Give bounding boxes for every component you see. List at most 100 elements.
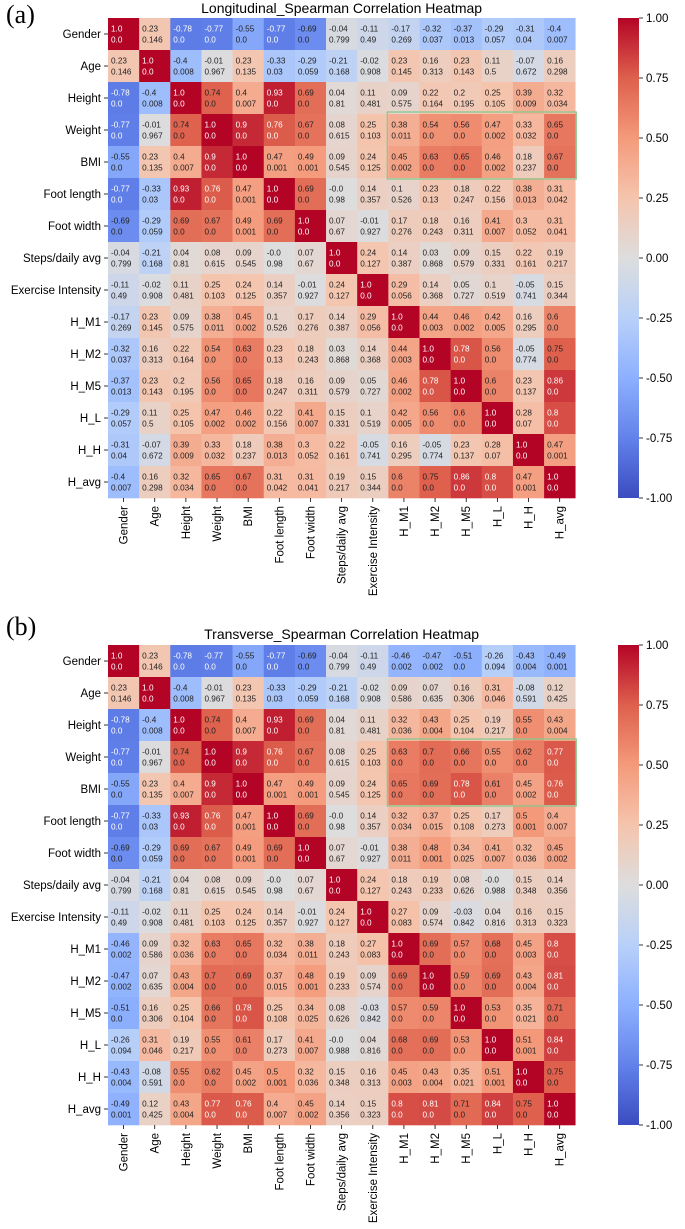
cell-rho-label: 1.0 xyxy=(142,56,154,65)
panel-longitudinal: (a) Longitudinal_Spearman Correlation He… xyxy=(0,0,685,610)
heatmap-cell xyxy=(170,741,202,774)
cell-rho-label: 0.29 xyxy=(360,312,376,321)
heatmap-cell xyxy=(326,178,358,211)
heatmap-cell xyxy=(481,1061,514,1094)
heatmap-cell xyxy=(201,869,233,902)
cell-rho-label: 0.56 xyxy=(485,344,501,353)
cell-p-label: 0.146 xyxy=(142,35,163,44)
cell-p-label: 0.67 xyxy=(298,259,314,268)
cell-p-label: 0.037 xyxy=(111,355,132,364)
heatmap-cell xyxy=(481,677,514,710)
cell-rho-label: 0.09 xyxy=(236,875,252,884)
heatmap-cell xyxy=(108,338,140,371)
heatmap-cell xyxy=(108,965,140,998)
cell-rho-label: 0.32 xyxy=(391,715,407,724)
cell-p-label: 0.015 xyxy=(267,982,288,991)
heatmap-cell xyxy=(139,837,171,870)
cell-rho-label: 0.17 xyxy=(298,312,314,321)
cell-rho-label: 0.09 xyxy=(173,312,189,321)
cell-rho-label: 0.75 xyxy=(423,472,439,481)
cell-p-label: 0.0 xyxy=(204,1046,216,1055)
cell-p-label: 0.083 xyxy=(391,918,412,927)
cell-rho-label: 0.38 xyxy=(516,184,532,193)
cell-rho-label: 0.6 xyxy=(485,376,497,385)
heatmap-cell xyxy=(512,274,545,307)
cell-rho-label: 0.78 xyxy=(454,344,470,353)
cell-p-label: 0.0 xyxy=(173,662,185,671)
cell-p-label: 0.0 xyxy=(111,99,123,108)
cell-p-label: 0.161 xyxy=(329,451,350,460)
heatmap-cell xyxy=(139,466,171,499)
cell-p-label: 0.168 xyxy=(329,67,350,76)
cell-p-label: 0.001 xyxy=(236,195,257,204)
cell-rho-label: -0.29 xyxy=(142,216,161,225)
cell-rho-label: 0.63 xyxy=(236,344,252,353)
heatmap-cell xyxy=(512,402,545,435)
cell-rho-label: 0.18 xyxy=(454,184,470,193)
cell-rho-label: 0.14 xyxy=(360,344,376,353)
heatmap-cell xyxy=(357,370,389,403)
cell-p-label: 0.0 xyxy=(298,726,310,735)
cell-p-label: 0.344 xyxy=(547,291,568,300)
cell-rho-label: 0.31 xyxy=(267,472,283,481)
cell-p-label: 0.108 xyxy=(454,822,475,831)
heatmap-cell xyxy=(512,677,545,710)
cell-p-label: 0.0 xyxy=(485,419,497,428)
cell-p-label: 0.481 xyxy=(173,918,194,927)
heatmap-cell xyxy=(544,306,576,339)
x-tick-label: H_M1 xyxy=(399,506,411,537)
cell-rho-label: -0.08 xyxy=(142,1067,161,1076)
cell-rho-label: -0.4 xyxy=(173,683,188,692)
cell-rho-label: 0.32 xyxy=(267,939,283,948)
heatmap-cell xyxy=(326,114,358,147)
cell-rho-label: -0.04 xyxy=(111,248,130,257)
cell-p-label: 0.0 xyxy=(204,790,216,799)
cell-p-label: 0.004 xyxy=(173,1110,194,1119)
cell-rho-label: 0.14 xyxy=(547,875,563,884)
cell-p-label: 0.052 xyxy=(298,451,319,460)
cell-rho-label: 0.8 xyxy=(485,472,497,481)
heatmap-cell xyxy=(170,178,202,211)
cell-p-label: 0.002 xyxy=(485,163,506,172)
cell-rho-label: -0.78 xyxy=(111,88,130,97)
cell-p-label: 0.331 xyxy=(329,419,350,428)
cell-rho-label: 0.76 xyxy=(236,1099,252,1108)
cell-rho-label: 0.23 xyxy=(142,376,158,385)
heatmap-cell xyxy=(108,178,140,211)
cell-p-label: 0.5 xyxy=(142,419,154,428)
cell-rho-label: 0.56 xyxy=(204,376,220,385)
heatmap-cells: 1.0 0.0 0.23 0.146 -0.78 0.0 -0.77 0.0 -0.55 0.0 -… xyxy=(108,18,576,499)
cell-rho-label: 0.22 xyxy=(423,88,439,97)
cell-p-label: 0.007 xyxy=(485,227,506,236)
heatmap-cell xyxy=(201,773,233,806)
cell-rho-label: 0.25 xyxy=(173,408,189,417)
cell-rho-label: 0.81 xyxy=(547,971,563,980)
cell-rho-label: 0.25 xyxy=(454,811,470,820)
cell-p-label: 0.0 xyxy=(547,131,559,140)
cell-p-label: 0.002 xyxy=(423,662,444,671)
cell-p-label: 0.67 xyxy=(298,886,314,895)
heatmap-cell xyxy=(388,869,420,902)
cell-p-label: 0.0 xyxy=(454,758,466,767)
cell-p-label: 0.635 xyxy=(423,694,444,703)
cell-p-label: 0.007 xyxy=(111,483,132,492)
cell-p-label: 0.0 xyxy=(423,131,435,140)
cell-rho-label: -0.01 xyxy=(142,747,161,756)
heatmap-cell xyxy=(512,1061,545,1094)
cell-p-label: 0.0 xyxy=(454,355,466,364)
heatmap-cell xyxy=(357,997,389,1030)
cell-p-label: 0.0 xyxy=(547,163,559,172)
cell-p-label: 0.98 xyxy=(267,259,283,268)
heatmap-cell xyxy=(232,402,265,435)
x-tick-label: Height xyxy=(181,505,193,539)
heatmap-cell xyxy=(294,370,327,403)
x-tick-label: H_M5 xyxy=(461,1133,473,1164)
cell-p-label: 0.0 xyxy=(236,1046,248,1055)
y-tick-label: BMI xyxy=(81,784,101,796)
cell-p-label: 0.0 xyxy=(173,822,185,831)
cell-rho-label: 1.0 xyxy=(267,184,279,193)
cell-p-label: 0.105 xyxy=(485,99,506,108)
y-tick-label: Steps/daily avg xyxy=(23,253,101,265)
cell-rho-label: 0.3 xyxy=(298,440,310,449)
heatmap-cell xyxy=(263,146,296,179)
